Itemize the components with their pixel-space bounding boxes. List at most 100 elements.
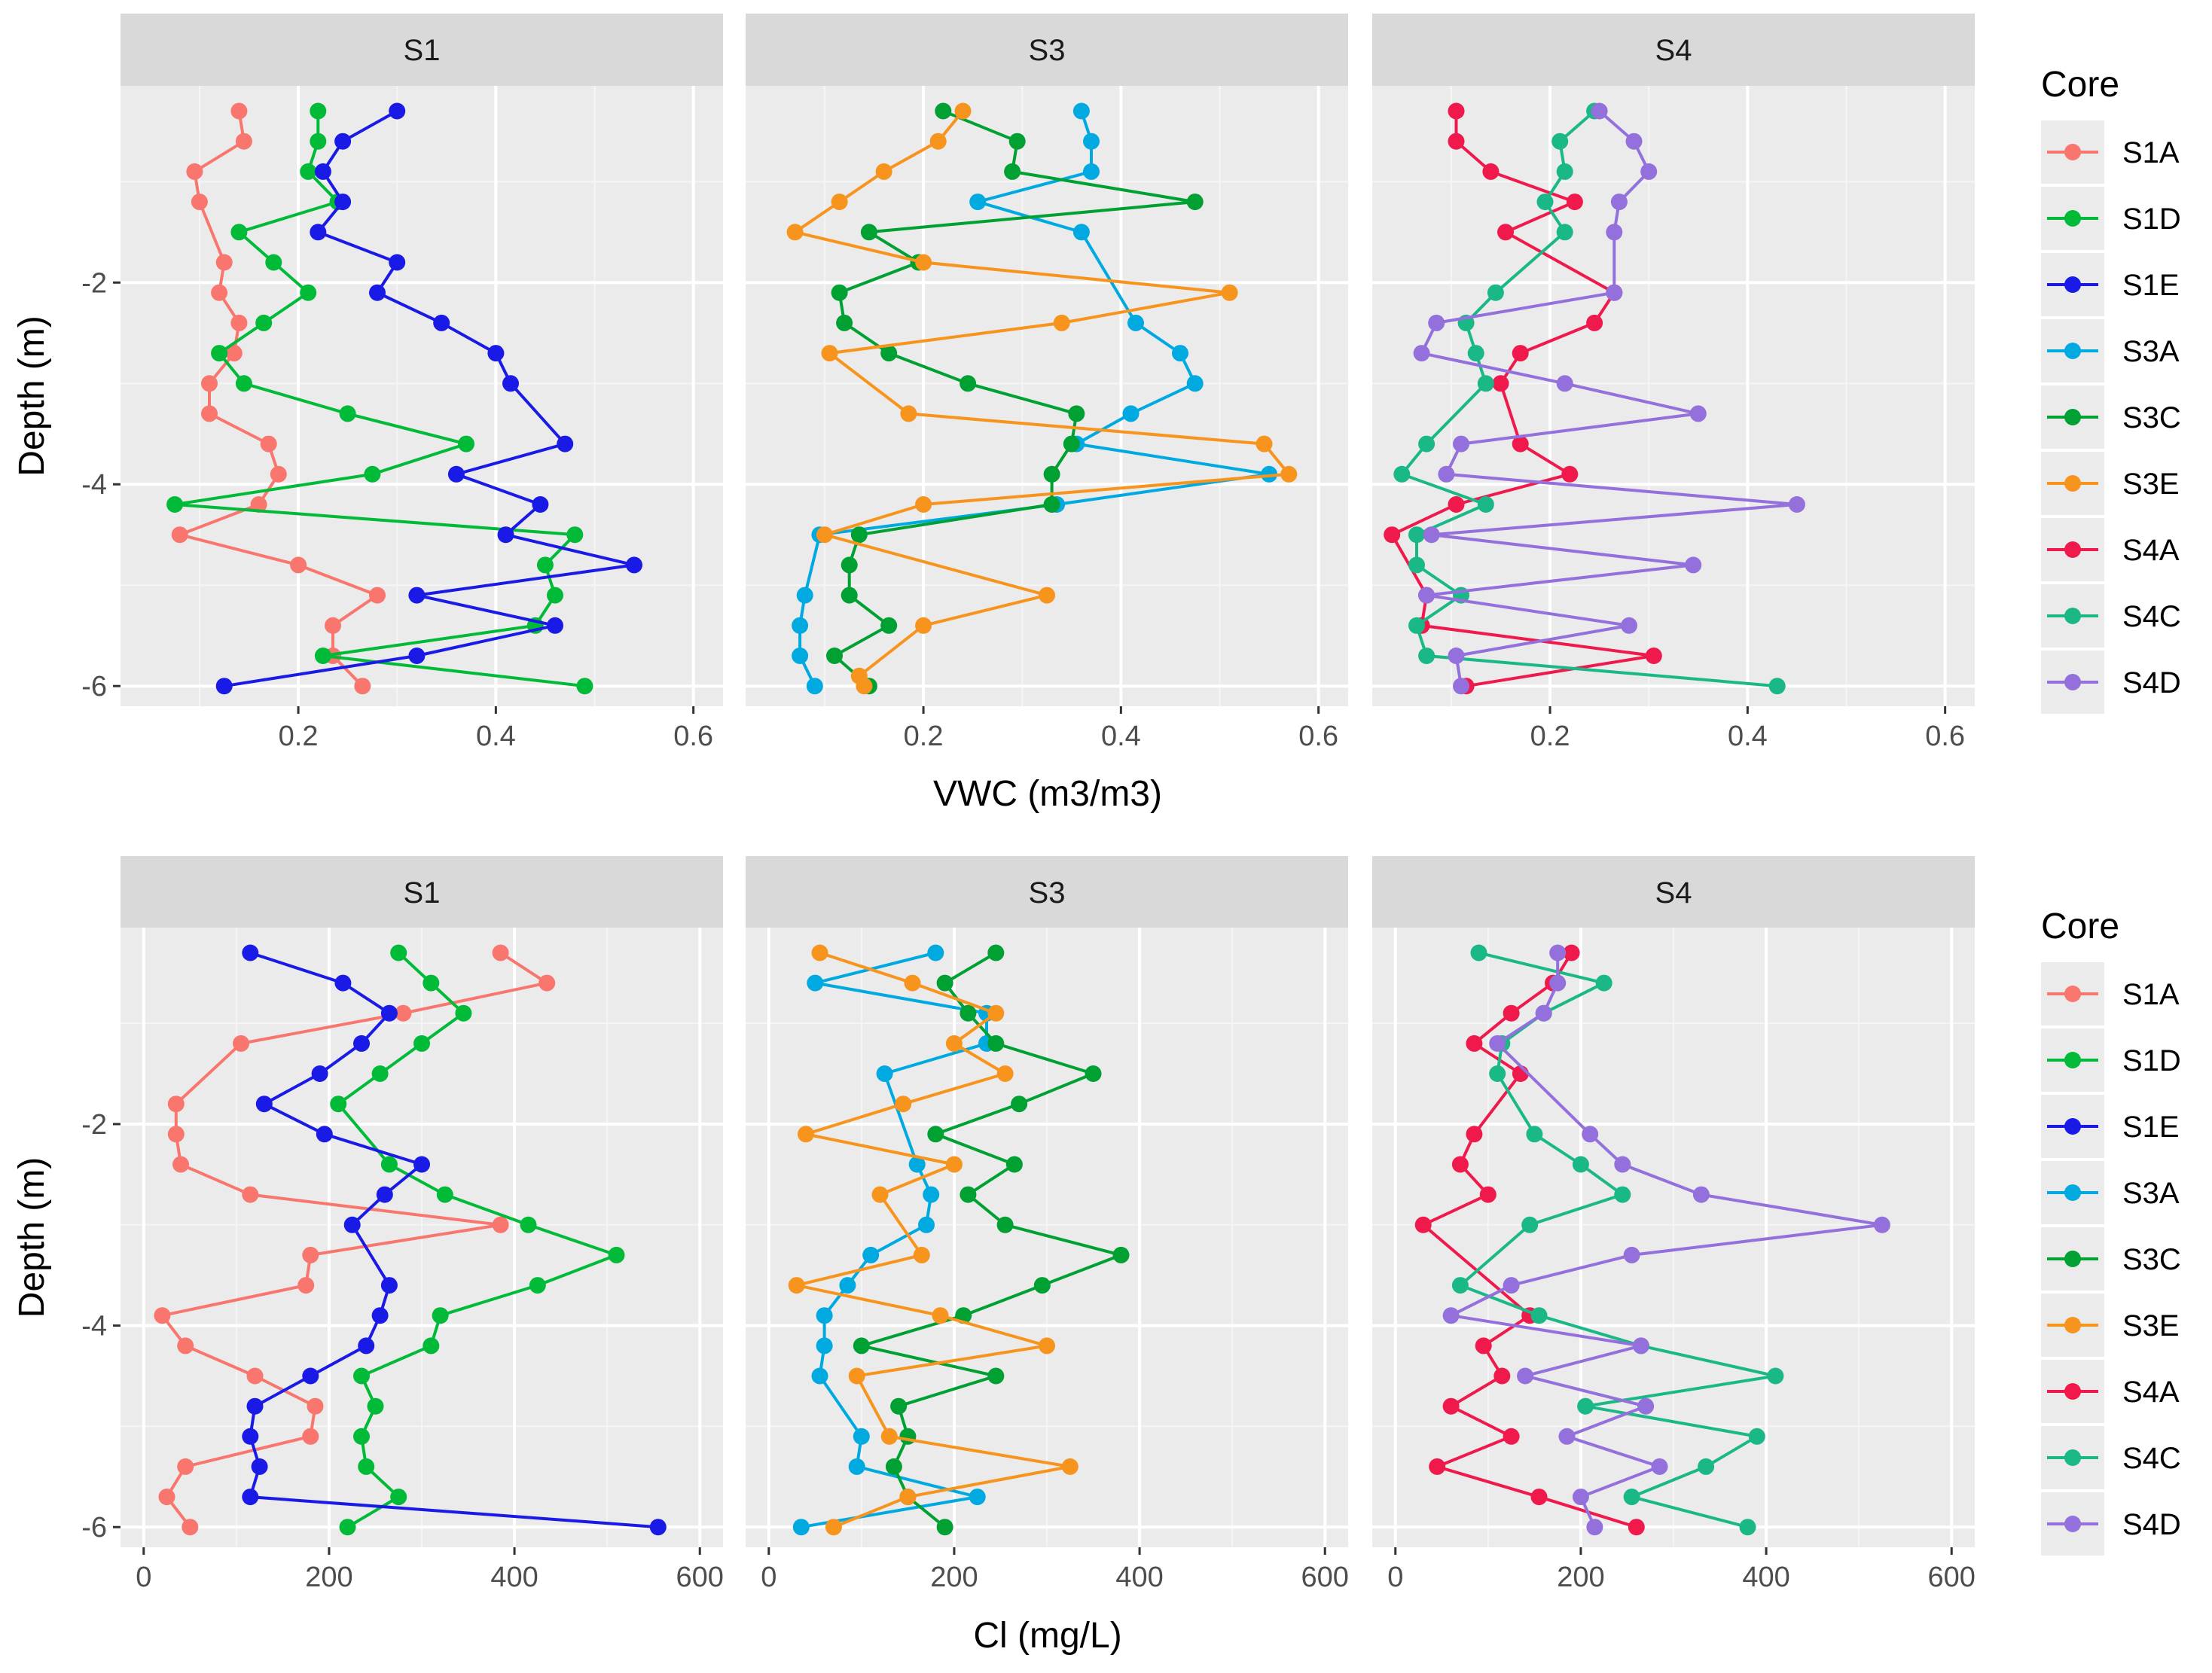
data-point — [1685, 556, 1702, 574]
data-point — [201, 405, 218, 422]
data-point — [1530, 1489, 1548, 1506]
legend-item-s1a: S1A — [2041, 962, 2180, 1025]
data-point — [413, 1156, 430, 1173]
data-point — [520, 1216, 537, 1233]
series-line — [1449, 952, 1884, 1528]
data-point — [1582, 1126, 1599, 1143]
data-point — [310, 133, 327, 150]
data-point — [826, 648, 843, 664]
x-tick-label: 400 — [490, 1562, 538, 1593]
data-point — [302, 1367, 319, 1385]
data-point — [1429, 1458, 1446, 1475]
data-point — [880, 617, 898, 634]
data-point — [171, 526, 188, 544]
legend-label: S4D — [2122, 666, 2181, 699]
data-point — [935, 102, 952, 120]
data-point — [1083, 133, 1100, 150]
data-point — [557, 435, 574, 453]
data-point — [353, 1367, 370, 1385]
data-point — [1011, 1096, 1028, 1113]
data-point — [334, 974, 352, 992]
data-point — [1549, 974, 1567, 992]
facet-strip — [746, 14, 1348, 86]
data-point — [960, 1186, 977, 1203]
data-point — [1039, 1337, 1055, 1355]
data-point — [1408, 617, 1425, 634]
data-point — [1053, 314, 1070, 331]
data-point — [936, 974, 953, 992]
data-point — [1453, 678, 1469, 695]
x-tick-label: 0.6 — [1298, 721, 1338, 752]
legend-item-s4a: S4A — [2041, 518, 2180, 581]
data-point — [408, 587, 426, 604]
data-point — [1068, 405, 1085, 422]
data-point — [201, 375, 218, 392]
data-point — [908, 1156, 926, 1173]
data-point — [300, 163, 317, 180]
data-point — [1614, 1186, 1631, 1203]
data-point — [316, 1126, 333, 1143]
data-point — [831, 194, 848, 211]
data-point — [177, 1337, 194, 1355]
data-point — [255, 314, 273, 331]
data-point — [1492, 375, 1509, 392]
data-point — [996, 1216, 1014, 1233]
data-point — [369, 587, 386, 604]
data-point — [390, 944, 407, 961]
legend-label: S3A — [2122, 1177, 2180, 1210]
legend-key-point — [2064, 475, 2081, 492]
data-point — [235, 133, 252, 150]
legend-item-s1e: S1E — [2041, 253, 2180, 316]
legend-label: S1D — [2122, 203, 2181, 236]
data-point — [876, 1065, 893, 1082]
data-point — [1477, 375, 1494, 392]
series-line — [1458, 951, 1777, 1529]
data-point — [1467, 345, 1484, 362]
data-point — [353, 1428, 370, 1445]
data-point — [904, 974, 921, 992]
legend-key-point — [2064, 986, 2081, 1002]
legend-key-point — [2064, 276, 2081, 293]
x-tick-label: 0.4 — [1728, 721, 1768, 752]
data-point — [1470, 944, 1487, 961]
data-point — [1572, 1489, 1589, 1506]
data-point — [1632, 1337, 1649, 1355]
data-point — [547, 587, 563, 604]
data-point — [167, 1126, 185, 1143]
data-point — [1572, 1156, 1589, 1173]
facet-strip-label: S3 — [1029, 34, 1066, 67]
data-point — [1418, 648, 1436, 664]
data-point — [242, 1428, 259, 1445]
data-point — [423, 974, 440, 992]
series-s1d — [330, 944, 625, 1536]
x-axis-title: Cl (mg/L) — [973, 1616, 1121, 1656]
data-point — [1043, 465, 1060, 483]
data-point — [1393, 465, 1411, 483]
legend-key-point — [2064, 1317, 2081, 1333]
legend-item-s4c: S4C — [2041, 584, 2181, 648]
x-tick-label: 0 — [136, 1562, 151, 1593]
data-point — [895, 1096, 912, 1113]
data-point — [1466, 1035, 1483, 1052]
data-point — [900, 405, 917, 422]
x-tick-label: 0.4 — [1101, 721, 1141, 752]
data-point — [913, 1246, 930, 1263]
legend-key-point — [2064, 608, 2081, 624]
data-point — [1413, 345, 1430, 362]
data-point — [235, 375, 252, 392]
data-point — [841, 587, 858, 604]
data-point — [307, 1397, 324, 1415]
data-point — [816, 526, 833, 544]
facet-strip — [1372, 14, 1975, 86]
data-point — [816, 1337, 833, 1355]
data-point — [875, 163, 892, 180]
data-point — [576, 678, 593, 695]
series-s4d — [1442, 944, 1890, 1536]
data-point — [1448, 133, 1465, 150]
legend-title: Core — [2041, 65, 2119, 105]
legend-key-point — [2064, 409, 2081, 425]
data-point — [539, 974, 556, 992]
data-point — [786, 224, 804, 241]
data-point — [923, 1186, 940, 1203]
data-point — [314, 648, 331, 664]
